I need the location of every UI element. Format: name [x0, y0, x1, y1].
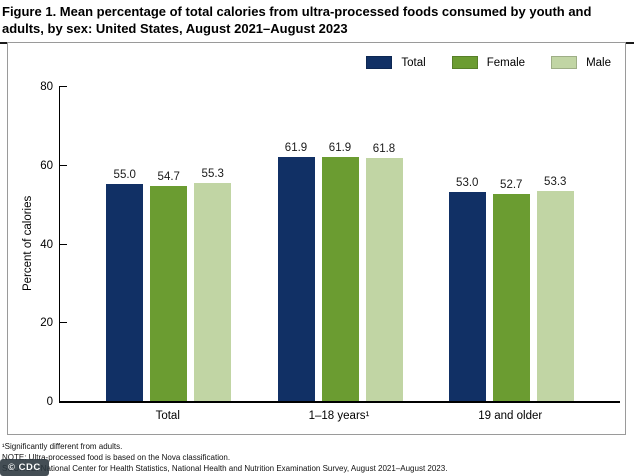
y-tick-label: 0	[46, 396, 53, 408]
bar-rect	[536, 191, 574, 401]
bar: 61.9	[321, 142, 359, 401]
y-tick-label: 20	[40, 317, 53, 330]
x-axis-category-label: Total	[155, 410, 180, 422]
bar-rect	[150, 185, 188, 401]
legend-label: Male	[586, 56, 611, 69]
bar: 61.8	[365, 142, 403, 401]
bar-rect	[194, 183, 232, 401]
bar-group: 61.9 61.9 61.8	[277, 142, 403, 401]
y-tick-label: 40	[40, 238, 53, 251]
bar: 61.9	[277, 142, 315, 401]
y-tick-mark	[60, 86, 67, 87]
cdc-watermark: © CDC	[0, 459, 49, 476]
y-tick-label: 60	[40, 159, 53, 172]
bar-group: 53.0 52.7 53.3	[448, 176, 574, 401]
legend: Total Female Male	[366, 56, 611, 69]
bar-rect	[448, 192, 486, 401]
bar-value-label: 55.3	[201, 168, 224, 181]
legend-label: Total	[401, 56, 426, 69]
figure-title: Figure 1. Mean percentage of total calor…	[0, 2, 634, 44]
plot-area: 0 20 40 60 80 55.0 54.7 55.3 61.9 61.9 61.8 53.0 52…	[40, 81, 620, 408]
bar-rect	[321, 157, 359, 401]
bar: 53.3	[536, 176, 574, 401]
x-axis-category-label: 1–18 years¹	[308, 410, 370, 422]
bar-rect	[492, 193, 530, 401]
legend-swatch	[366, 56, 393, 69]
bar-value-label: 61.9	[284, 142, 308, 155]
bar: 55.3	[194, 168, 232, 401]
legend-swatch	[551, 56, 578, 69]
bar-value-label: 55.0	[113, 169, 136, 182]
y-tick-mark	[60, 322, 67, 324]
bar: 52.7	[492, 178, 530, 401]
bar-group: 55.0 54.7 55.3	[106, 168, 232, 401]
bar-value-label: 61.8	[372, 142, 396, 155]
bar-groups: 55.0 54.7 55.3 61.9 61.9 61.8 53.0 52.7 53.3	[60, 86, 620, 401]
bar: 55.0	[106, 169, 144, 401]
bar-value-label: 53.3	[544, 176, 567, 189]
footnote-line: ¹Significantly different from adults.	[2, 442, 123, 451]
legend-item: Total	[366, 56, 426, 69]
legend-swatch	[451, 56, 478, 69]
legend-item: Female	[451, 56, 526, 69]
footnote-line: SOURCE: National Center for Health Stati…	[2, 464, 448, 474]
bar: 53.0	[448, 177, 486, 401]
bar-value-label: 52.7	[500, 178, 523, 191]
bar-value-label: 53.0	[456, 177, 479, 190]
y-tick-mark	[60, 164, 67, 166]
chart-frame: Total Female Male Percent of calories 0 20 4…	[7, 42, 626, 435]
y-tick-label: 80	[40, 81, 53, 93]
bar-rect	[365, 157, 403, 401]
footnote-line: NOTE: Ultra-processed food is based on t…	[2, 453, 231, 463]
x-axis-labels: Total 1–18 years¹ 19 and older	[59, 410, 619, 422]
bar: 54.7	[150, 170, 188, 401]
bar-value-label: 54.7	[157, 170, 180, 183]
bar-value-label: 61.9	[328, 142, 352, 155]
bar-rect	[106, 184, 144, 401]
legend-label: Female	[486, 56, 526, 69]
y-tick-mark	[60, 243, 67, 245]
footnotes: ¹Significantly different from adults. NOT…	[2, 441, 632, 475]
x-axis-category-label: 19 and older	[478, 410, 543, 422]
legend-item: Male	[551, 56, 611, 69]
bar-rect	[277, 157, 315, 401]
